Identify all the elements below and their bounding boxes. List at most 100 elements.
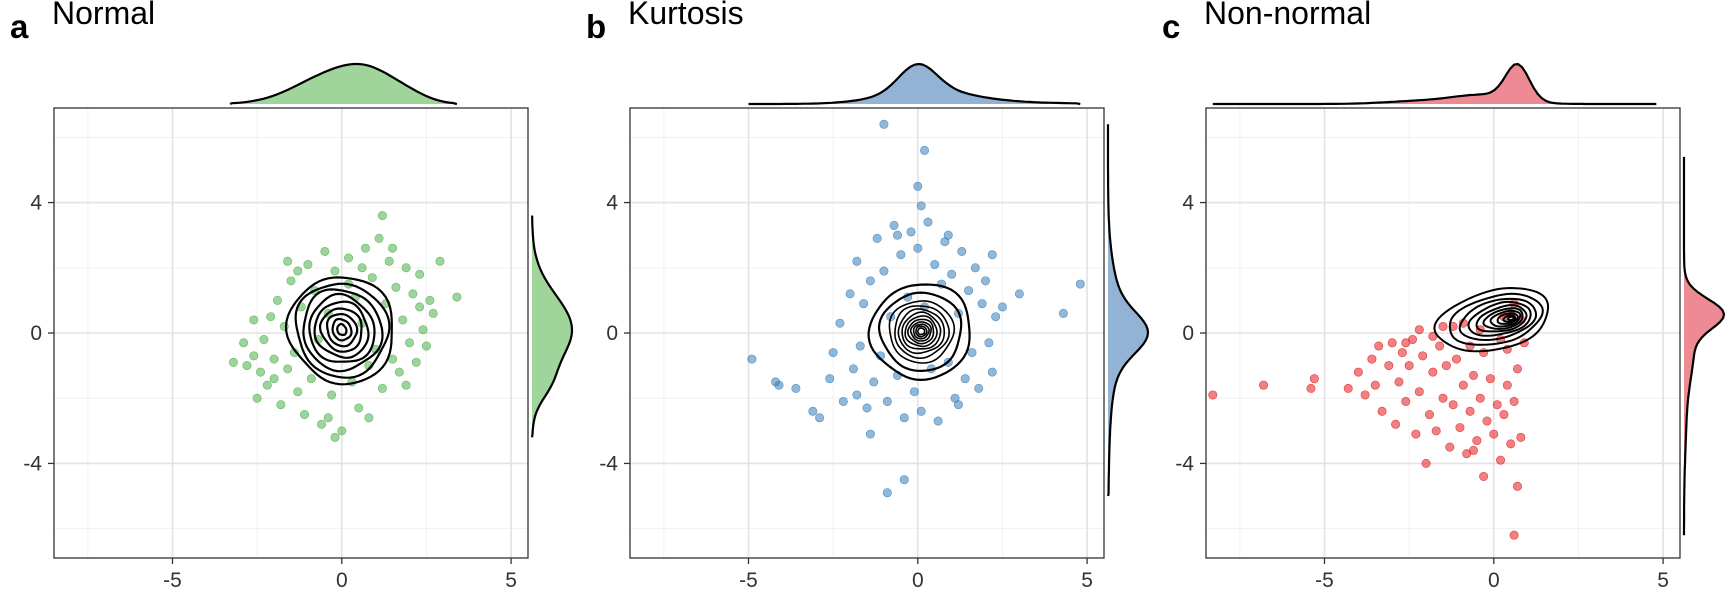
data-point <box>835 318 845 328</box>
density-contour <box>867 283 971 382</box>
data-point <box>1455 423 1465 433</box>
data-point <box>852 256 862 266</box>
data-point <box>1418 351 1428 361</box>
data-point <box>977 299 987 309</box>
data-point <box>960 374 970 384</box>
data-point <box>428 308 438 318</box>
data-point <box>330 432 340 442</box>
top-density-fill <box>230 64 457 104</box>
density-contour <box>1489 309 1522 328</box>
data-point <box>394 367 404 377</box>
data-point <box>1411 429 1421 439</box>
data-point <box>1343 383 1353 393</box>
data-point <box>974 383 984 393</box>
data-point <box>357 263 367 273</box>
data-point <box>1509 396 1519 406</box>
data-point <box>987 250 997 260</box>
panel-letter-b: b <box>586 8 606 45</box>
density-contour <box>906 318 935 345</box>
data-point <box>391 282 401 292</box>
density-contour <box>912 323 930 340</box>
data-point <box>1516 432 1526 442</box>
data-point <box>337 426 347 436</box>
data-point <box>1424 410 1434 420</box>
panel-b: b Kurtosis -5 0 5 -4 0 4 <box>586 0 1150 592</box>
y-tick-label: 4 <box>1182 192 1194 215</box>
data-point <box>967 348 977 358</box>
y-tick-label: 0 <box>1182 322 1194 345</box>
data-point <box>913 243 923 253</box>
data-point <box>1394 377 1404 387</box>
data-point <box>1421 458 1431 468</box>
points-a <box>228 211 462 442</box>
data-point <box>228 357 238 367</box>
data-point <box>1428 367 1438 377</box>
data-point <box>1452 354 1462 364</box>
data-point <box>1367 354 1377 364</box>
data-point <box>923 217 933 227</box>
x-tick-label: -5 <box>163 569 182 592</box>
data-point <box>242 361 252 371</box>
data-point <box>1499 410 1509 420</box>
y-tick-label: 4 <box>30 192 42 215</box>
data-point <box>1468 445 1478 455</box>
data-point <box>1465 406 1475 416</box>
data-point <box>933 416 943 426</box>
data-point <box>1441 361 1451 371</box>
marginal-densities-b <box>748 62 1150 497</box>
data-point <box>852 390 862 400</box>
data-point <box>1397 348 1407 358</box>
data-point <box>1370 380 1380 390</box>
data-point <box>1435 341 1445 351</box>
data-point <box>1479 471 1489 481</box>
data-point <box>1014 289 1024 299</box>
y-tick-label: 4 <box>606 192 618 215</box>
panel-letter-a: a <box>10 8 29 45</box>
data-point <box>815 413 825 423</box>
data-point <box>266 312 276 322</box>
y-tick-label: -4 <box>1175 452 1194 475</box>
panel-title-c: Non-normal <box>1204 0 1371 31</box>
data-point <box>276 400 286 410</box>
density-contour <box>336 322 348 336</box>
density-contour <box>1458 297 1537 342</box>
density-contour <box>1475 304 1528 333</box>
contours-c <box>1433 286 1550 353</box>
density-contour <box>888 300 956 364</box>
data-point <box>1259 380 1269 390</box>
data-point <box>1387 338 1397 348</box>
density-contour <box>915 325 928 338</box>
data-point <box>249 315 259 325</box>
density-contour <box>1496 312 1519 325</box>
data-point <box>906 227 916 237</box>
data-point <box>323 413 333 423</box>
data-point <box>808 406 818 416</box>
data-point <box>1404 361 1414 371</box>
data-point <box>1445 442 1455 452</box>
data-point <box>421 341 431 351</box>
data-point <box>889 220 899 230</box>
density-contour <box>284 276 393 386</box>
data-point <box>364 413 374 423</box>
data-point <box>774 380 784 390</box>
density-contour <box>294 282 391 379</box>
right-density-curve <box>530 215 574 438</box>
data-point <box>272 295 282 305</box>
data-point <box>408 289 418 299</box>
y-tick-label: 0 <box>606 322 618 345</box>
data-point <box>865 276 875 286</box>
data-point <box>848 364 858 374</box>
panel-title-a: Normal <box>52 0 155 31</box>
data-point <box>1458 380 1468 390</box>
grid-a <box>54 108 528 558</box>
data-point <box>1309 374 1319 384</box>
data-point <box>1512 481 1522 491</box>
data-point <box>1485 374 1495 384</box>
grid-b <box>630 108 1104 558</box>
contours-a <box>284 276 393 386</box>
x-tick-label: -5 <box>1315 569 1334 592</box>
data-point <box>262 380 272 390</box>
x-tick-label: 5 <box>505 569 517 592</box>
panel-title-b: Kurtosis <box>628 0 744 31</box>
